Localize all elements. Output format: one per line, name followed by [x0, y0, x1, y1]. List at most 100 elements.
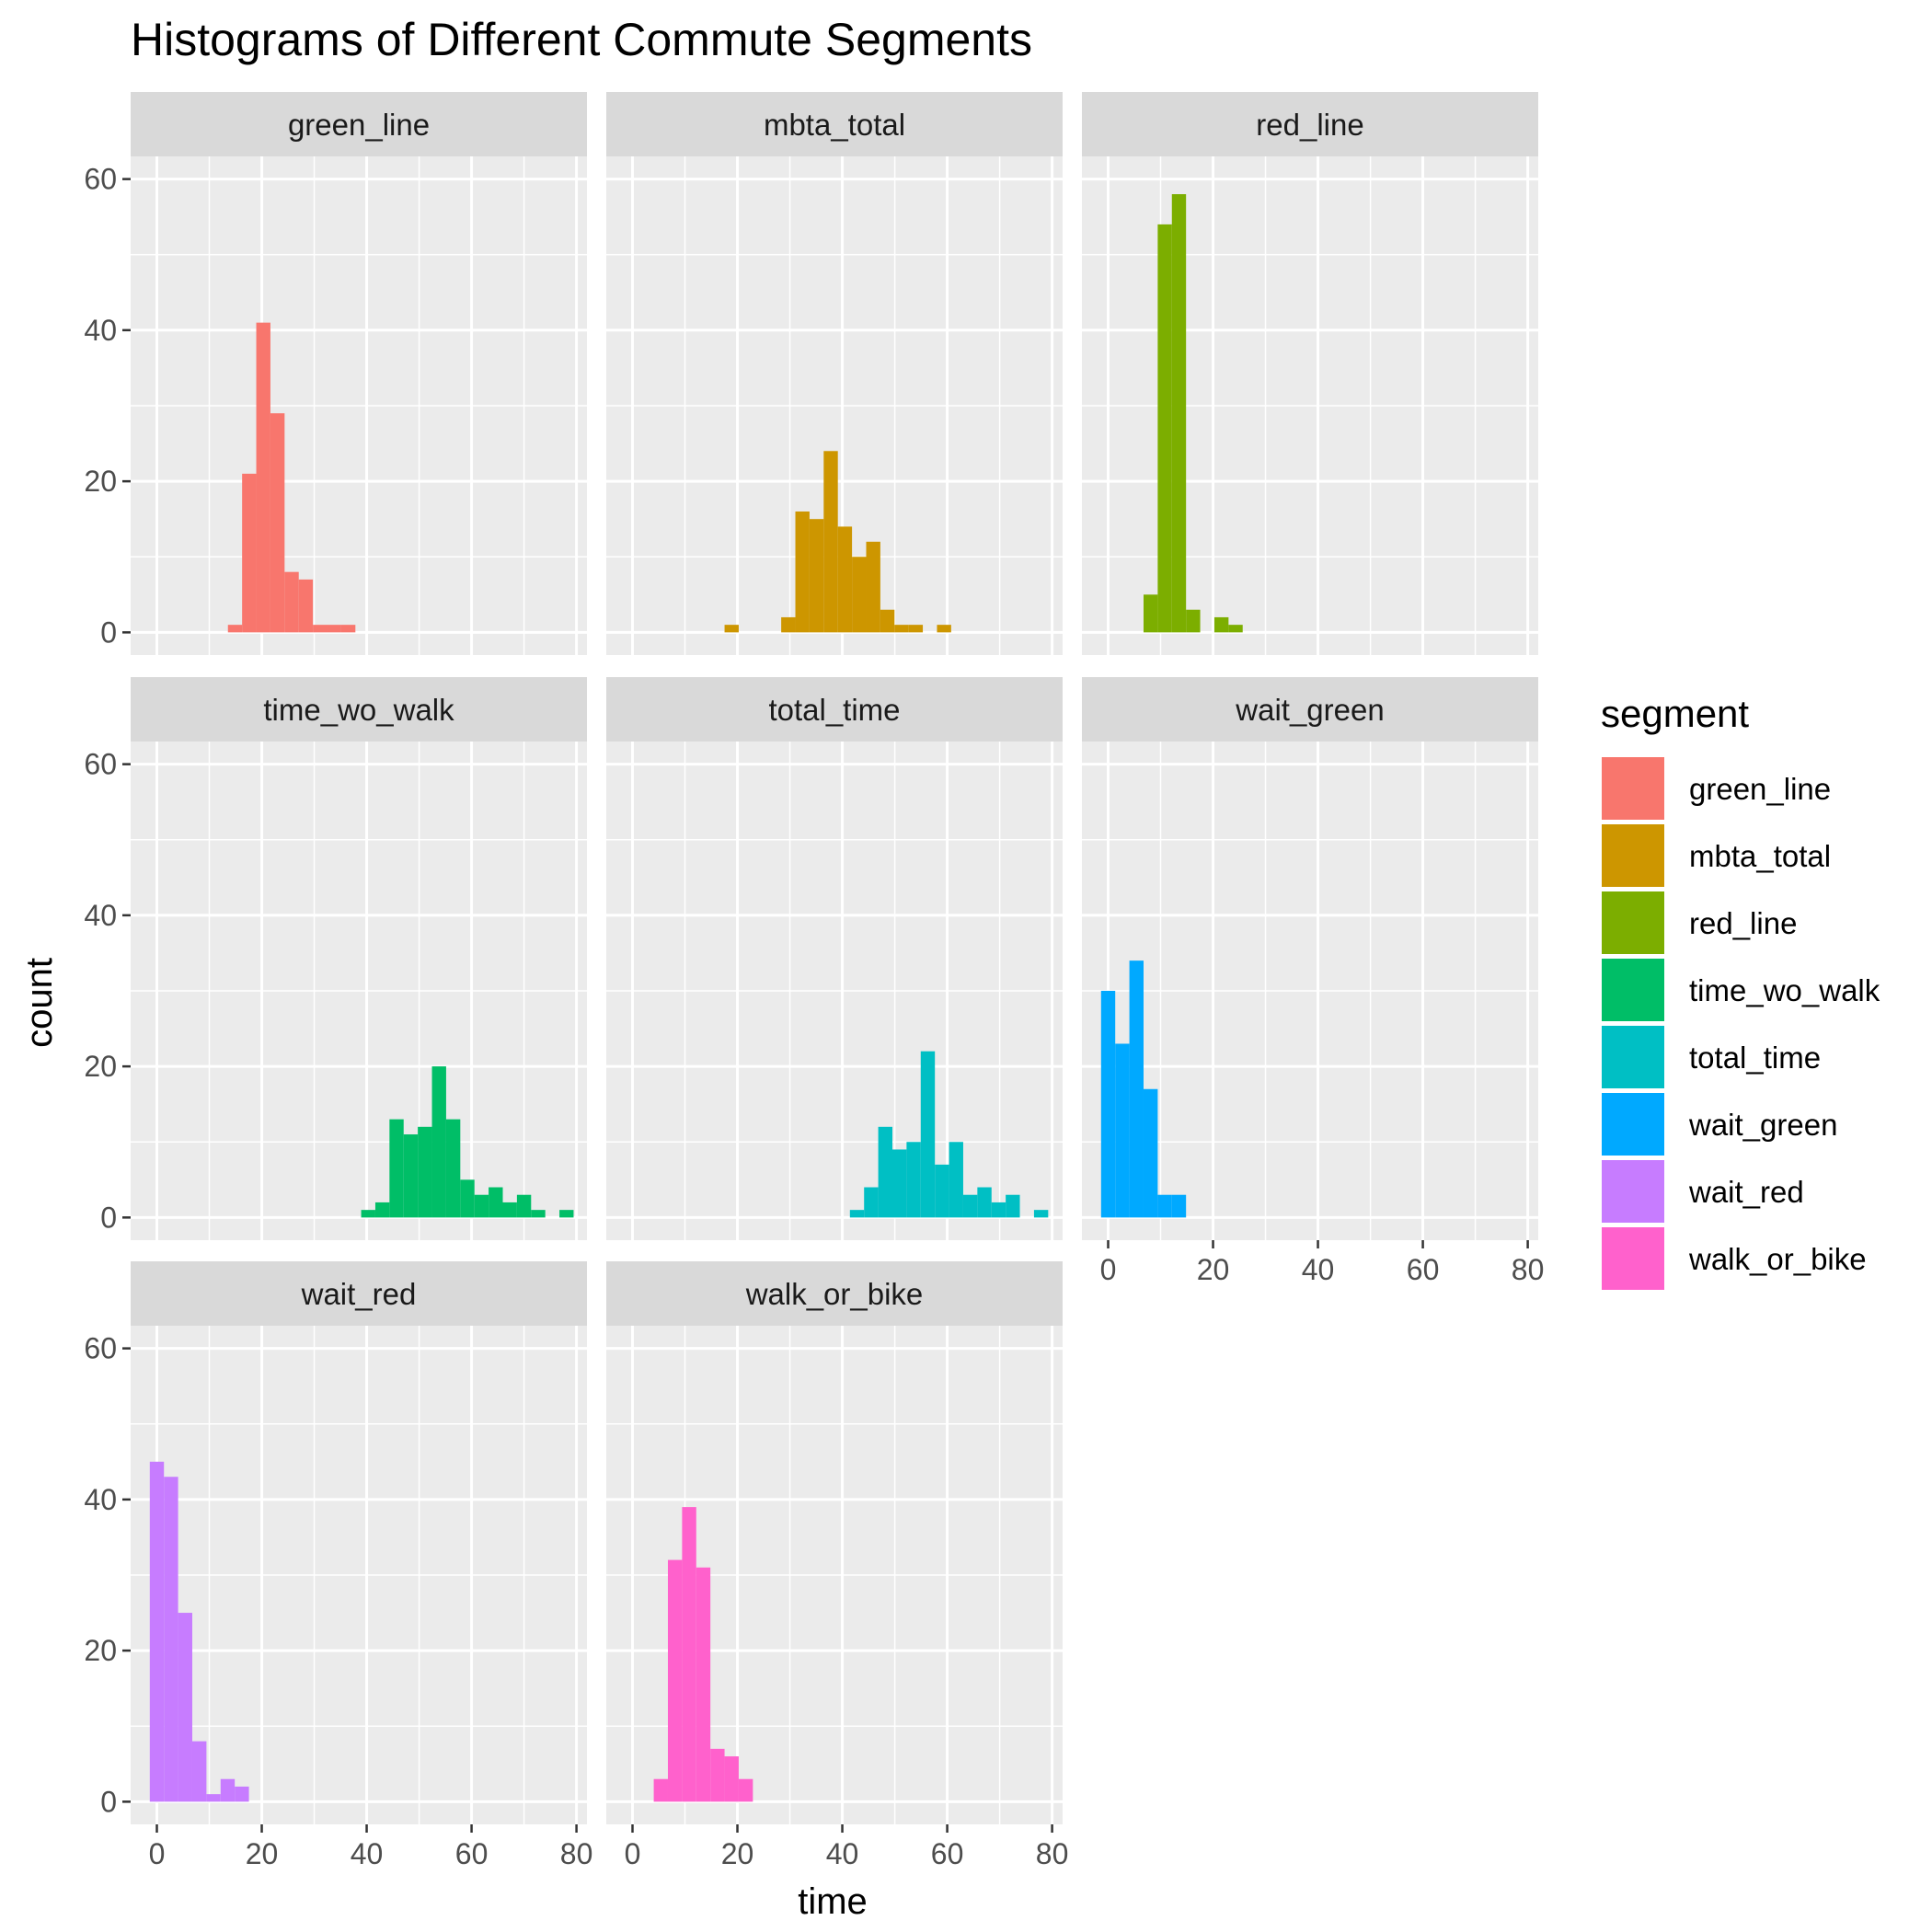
bar-walk-or-bike — [696, 1567, 711, 1802]
strip-label-wait-red: wait_red — [301, 1277, 417, 1311]
strip-label-total-time: total_time — [768, 693, 900, 727]
strip-label-wait-green: wait_green — [1235, 693, 1384, 727]
bar-green-line — [340, 625, 356, 633]
bar-green-line — [270, 413, 285, 633]
strip-time-wo-walk — [131, 677, 587, 742]
panel-mbta-total: mbta_total — [606, 92, 1063, 655]
x-tick-label: 0 — [149, 1837, 166, 1870]
strip-wait-red — [131, 1261, 587, 1326]
y-axis-title: count — [19, 958, 60, 1048]
x-tick-label: 20 — [246, 1837, 279, 1870]
bar-total-time — [962, 1194, 978, 1218]
bar-total-time — [864, 1187, 879, 1218]
bar-wait-green — [1157, 1194, 1172, 1218]
panel-total-time: total_time — [606, 677, 1063, 1240]
legend-label-total-time: total_time — [1689, 1041, 1821, 1075]
bar-wait-red — [149, 1461, 165, 1802]
y-tick-label: 40 — [84, 314, 117, 347]
bar-walk-or-bike — [710, 1748, 725, 1802]
facet-panels: green_line 0 20 40 60 mbta_total red_line time_… — [84, 92, 1544, 1870]
bar-red-line — [1157, 224, 1172, 633]
bar-total-time — [991, 1202, 1006, 1218]
x-tick-label: 20 — [721, 1837, 754, 1870]
bar-mbta-total — [823, 451, 838, 633]
bar-total-time — [891, 1149, 907, 1218]
bar-green-line — [284, 571, 299, 633]
legend-label-time-wo-walk: time_wo_walk — [1689, 973, 1880, 1007]
bar-total-time — [878, 1126, 892, 1218]
bar-wait-green — [1115, 1043, 1130, 1218]
bar-time-wo-walk — [361, 1210, 375, 1218]
y-tick-label: 40 — [84, 899, 117, 932]
bar-green-line — [242, 473, 257, 633]
bar-mbta-total — [894, 625, 909, 633]
x-axis-title: time — [798, 1881, 868, 1922]
bar-red-line — [1213, 616, 1229, 633]
legend-key-wait-green — [1600, 1091, 1666, 1157]
panel-wait-red: wait_red 0 20 40 60 0 20 40 60 80 — [84, 1261, 592, 1870]
bar-time-wo-walk — [502, 1202, 517, 1218]
x-tick-label: 60 — [455, 1837, 489, 1870]
bar-green-line — [313, 625, 328, 633]
x-tick-label: 20 — [1197, 1253, 1230, 1286]
legend-key-total-time — [1600, 1024, 1666, 1090]
bar-red-line — [1186, 609, 1201, 633]
legend-key-mbta-total — [1600, 822, 1666, 889]
bar-wait-green — [1143, 1088, 1158, 1218]
bar-walk-or-bike — [738, 1778, 753, 1802]
bar-time-wo-walk — [418, 1126, 432, 1218]
bar-wait-red — [164, 1477, 178, 1802]
legend-label-wait-green: wait_green — [1688, 1108, 1837, 1142]
bar-mbta-total — [809, 519, 824, 633]
x-tick-label: 80 — [1512, 1253, 1545, 1286]
bar-mbta-total — [937, 625, 951, 633]
x-tick-label: 80 — [1036, 1837, 1069, 1870]
legend-key-wait-red — [1600, 1158, 1666, 1225]
bar-mbta-total — [781, 616, 796, 633]
strip-red-line — [1082, 92, 1538, 156]
y-tick-label: 0 — [100, 1785, 117, 1818]
strip-label-mbta-total: mbta_total — [764, 108, 905, 142]
legend-title: segment — [1601, 692, 1749, 735]
y-tick-label: 60 — [84, 748, 117, 781]
bar-wait-red — [191, 1741, 207, 1802]
x-tick-label: 40 — [1302, 1253, 1335, 1286]
bar-wait-red — [235, 1786, 249, 1802]
strip-label-red-line: red_line — [1256, 108, 1363, 142]
legend-key-green-line — [1600, 755, 1666, 822]
x-tick-label: 60 — [1407, 1253, 1440, 1286]
bar-time-wo-walk — [389, 1119, 404, 1218]
bar-mbta-total — [852, 557, 867, 633]
bar-wait-red — [220, 1778, 236, 1802]
y-tick-label: 0 — [100, 615, 117, 649]
bar-total-time — [1006, 1194, 1020, 1218]
y-tick-label: 0 — [100, 1201, 117, 1234]
bar-wait-green — [1100, 991, 1116, 1218]
x-tick-label: 60 — [931, 1837, 964, 1870]
legend-label-mbta-total: mbta_total — [1689, 839, 1831, 873]
bar-total-time — [935, 1164, 949, 1218]
bar-red-line — [1143, 594, 1158, 633]
y-tick-label: 60 — [84, 163, 117, 196]
chart-title: Histograms of Different Commute Segments — [131, 14, 1032, 65]
bar-walk-or-bike — [682, 1507, 696, 1802]
y-tick-label: 20 — [84, 465, 117, 498]
bar-green-line — [256, 322, 270, 633]
bar-time-wo-walk — [445, 1119, 461, 1218]
bar-time-wo-walk — [374, 1202, 390, 1218]
y-tick-label: 20 — [84, 1634, 117, 1667]
panel-time-wo-walk: time_wo_walk 0 20 40 60 — [84, 677, 587, 1240]
legend-key-red-line — [1600, 890, 1666, 956]
y-tick-label: 20 — [84, 1050, 117, 1083]
x-tick-label: 80 — [560, 1837, 593, 1870]
x-tick-label: 0 — [1100, 1253, 1117, 1286]
strip-wait-green — [1082, 677, 1538, 742]
bar-time-wo-walk — [474, 1194, 489, 1218]
bar-mbta-total — [908, 625, 924, 633]
bar-time-wo-walk — [460, 1179, 475, 1218]
strip-walk-or-bike — [606, 1261, 1063, 1326]
x-tick-label: 0 — [625, 1837, 641, 1870]
panel-red-line: red_line — [1082, 92, 1538, 655]
bar-walk-or-bike — [667, 1559, 683, 1802]
bar-wait-green — [1171, 1194, 1187, 1218]
